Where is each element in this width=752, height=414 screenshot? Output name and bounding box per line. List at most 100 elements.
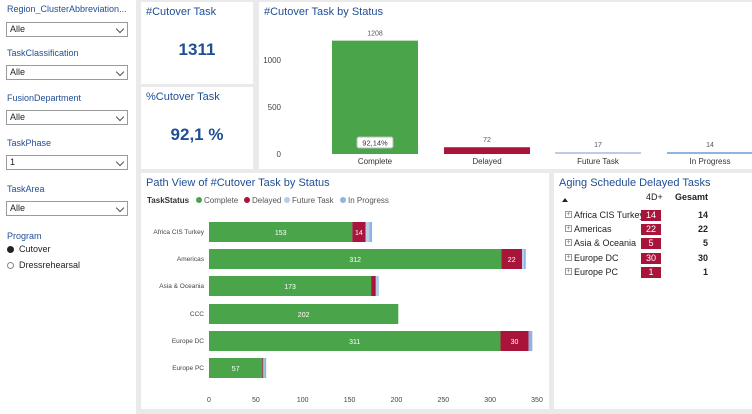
aging-row-name: Asia & Oceania: [574, 238, 637, 249]
status-chart-panel[interactable]: #Cutover Task by Status 0 500 1000 1208 Comp…: [259, 2, 752, 169]
radio-selected-icon: [7, 245, 14, 253]
aging-row-name: Europe PC: [574, 266, 619, 277]
aging-col-total[interactable]: Gesamt: [675, 192, 709, 202]
aging-row[interactable]: + Europe DC 30 30: [562, 252, 752, 265]
aging-cell-total: 14: [697, 210, 708, 220]
path-bar-segment-delayed[interactable]: [352, 222, 366, 242]
status-data-label: 72: [483, 137, 491, 144]
kpi-cutover-task-value: 1311: [178, 40, 216, 59]
legend-item[interactable]: Future Task: [292, 196, 335, 205]
expand-icon[interactable]: +: [565, 253, 572, 261]
status-bar-delayed[interactable]: [444, 147, 530, 154]
path-x-tick: 350: [531, 397, 543, 404]
path-bar-segment-delayed[interactable]: [501, 249, 523, 269]
chevron-down-icon: [115, 67, 125, 77]
path-bar-segment-complete[interactable]: [209, 249, 502, 269]
complete-percent-label-text: 92,14%: [362, 139, 388, 148]
chevron-down-icon: [115, 203, 125, 213]
aging-cell-total: 22: [697, 224, 708, 235]
fusion-filter-label: FusionDepartment: [7, 93, 82, 103]
path-bar-segment-in-progress[interactable]: [377, 276, 379, 296]
legend-swatch-icon: [196, 197, 202, 203]
path-bar-segment-future-task[interactable]: [375, 276, 378, 296]
path-bar-segment-delayed[interactable]: [371, 276, 376, 296]
sort-up-icon[interactable]: [562, 198, 568, 202]
path-bar-segment-in-progress[interactable]: [264, 358, 267, 378]
aging-title: Aging Schedule Delayed Tasks: [559, 177, 711, 189]
area-filter-select[interactable]: Alle: [6, 201, 128, 216]
fusion-filter-select[interactable]: Alle: [6, 110, 128, 125]
status-y-tick: 500: [268, 103, 282, 112]
aging-col-4d[interactable]: 4D+: [646, 192, 663, 202]
legend-title: TaskStatus: [147, 196, 190, 205]
status-x-tick: Future Task: [577, 157, 620, 166]
kpi-cutover-percent-card[interactable]: %Cutover Task 92,1 %: [141, 87, 253, 169]
program-option-dressrehearsal[interactable]: Dressrehearsal: [7, 260, 80, 270]
phase-filter-select[interactable]: 1: [6, 155, 128, 170]
aging-row[interactable]: + Americas 22 22: [562, 224, 752, 236]
path-bar-segment-delayed[interactable]: [500, 331, 529, 351]
path-y-tick: Americas: [177, 256, 205, 263]
status-bar-future-task[interactable]: [555, 152, 641, 154]
expand-icon[interactable]: +: [565, 239, 572, 247]
expand-icon[interactable]: +: [565, 267, 572, 275]
chevron-down-icon: [115, 112, 125, 122]
path-bar-segment-in-progress[interactable]: [528, 331, 533, 351]
legend-item[interactable]: Delayed: [252, 196, 281, 205]
status-y-tick: 0: [277, 150, 282, 159]
path-y-tick: CCC: [190, 311, 204, 318]
path-bar-segment-complete[interactable]: [209, 358, 263, 378]
aging-panel[interactable]: Aging Schedule Delayed Tasks: [554, 173, 752, 409]
aging-cell-4d: 14: [641, 210, 661, 221]
path-bar-segment-delayed[interactable]: [262, 358, 264, 378]
program-option-cutover[interactable]: Cutover: [7, 244, 51, 254]
path-bar-label: 14: [355, 230, 363, 237]
expand-icon[interactable]: +: [565, 225, 572, 233]
aging-row-name: Africa CIS Turkey: [574, 210, 645, 220]
complete-percent-label: 92,14%: [356, 136, 394, 149]
status-x-tick: Delayed: [472, 157, 501, 166]
path-chart-panel[interactable]: Path View of #Cutover Task by Status Tas…: [141, 173, 549, 409]
aging-cell-total: 1: [702, 266, 708, 277]
legend-item[interactable]: In Progress: [348, 196, 389, 205]
path-y-tick: Africa CIS Turkey: [153, 229, 204, 236]
path-bar-segment-future-task[interactable]: [263, 358, 265, 378]
path-bar-segment-complete[interactable]: [209, 276, 372, 296]
path-bar-segment-in-progress[interactable]: [369, 222, 373, 242]
phase-filter-label: TaskPhase: [7, 138, 52, 148]
path-bar-segment-future-task[interactable]: [522, 249, 524, 269]
aging-row[interactable]: + Africa CIS Turkey 14 14: [562, 210, 752, 222]
path-bar-segment-in-progress[interactable]: [523, 249, 526, 269]
kpi-cutover-task-card[interactable]: #Cutover Task 1311: [141, 2, 253, 84]
aging-row-name: Americas: [574, 224, 612, 235]
path-y-tick: Asia & Oceania: [159, 283, 204, 290]
kpi-cutover-percent-title: %Cutover Task: [146, 91, 220, 103]
aging-cell-4d: 5: [641, 238, 661, 250]
legend-swatch-icon: [340, 197, 346, 203]
aging-row[interactable]: + Europe PC 1 1: [562, 266, 752, 279]
taskclass-filter-label: TaskClassification: [7, 48, 79, 58]
legend-item[interactable]: Complete: [204, 196, 239, 205]
chevron-down-icon: [115, 24, 125, 34]
program-filter-label: Program: [7, 231, 42, 241]
status-data-label: 1208: [367, 31, 383, 38]
region-filter-select[interactable]: Alle: [6, 22, 128, 37]
path-x-tick: 50: [252, 397, 260, 404]
region-filter-label: Region_ClusterAbbreviation...: [7, 4, 127, 14]
taskclass-filter-select[interactable]: Alle: [6, 65, 128, 80]
aging-cell-total: 5: [702, 238, 708, 249]
radio-unselected-icon: [7, 261, 14, 269]
path-bar-segment-complete[interactable]: [209, 222, 353, 242]
path-bar-segment-complete[interactable]: [209, 331, 501, 351]
path-bar-segment-future-task[interactable]: [365, 222, 370, 242]
kpi-cutover-percent-value: 92,1 %: [170, 125, 224, 144]
filter-pane: Region_ClusterAbbreviation... Alle TaskC…: [0, 0, 136, 414]
path-bar-label: 202: [298, 312, 310, 319]
path-bar-segment-complete[interactable]: [209, 304, 399, 324]
aging-row[interactable]: + Asia & Oceania 5 5: [562, 238, 752, 250]
status-bar-in-progress[interactable]: [667, 152, 752, 154]
path-x-tick: 200: [391, 397, 403, 404]
status-bar-complete[interactable]: [332, 40, 418, 154]
expand-icon[interactable]: +: [565, 211, 572, 218]
